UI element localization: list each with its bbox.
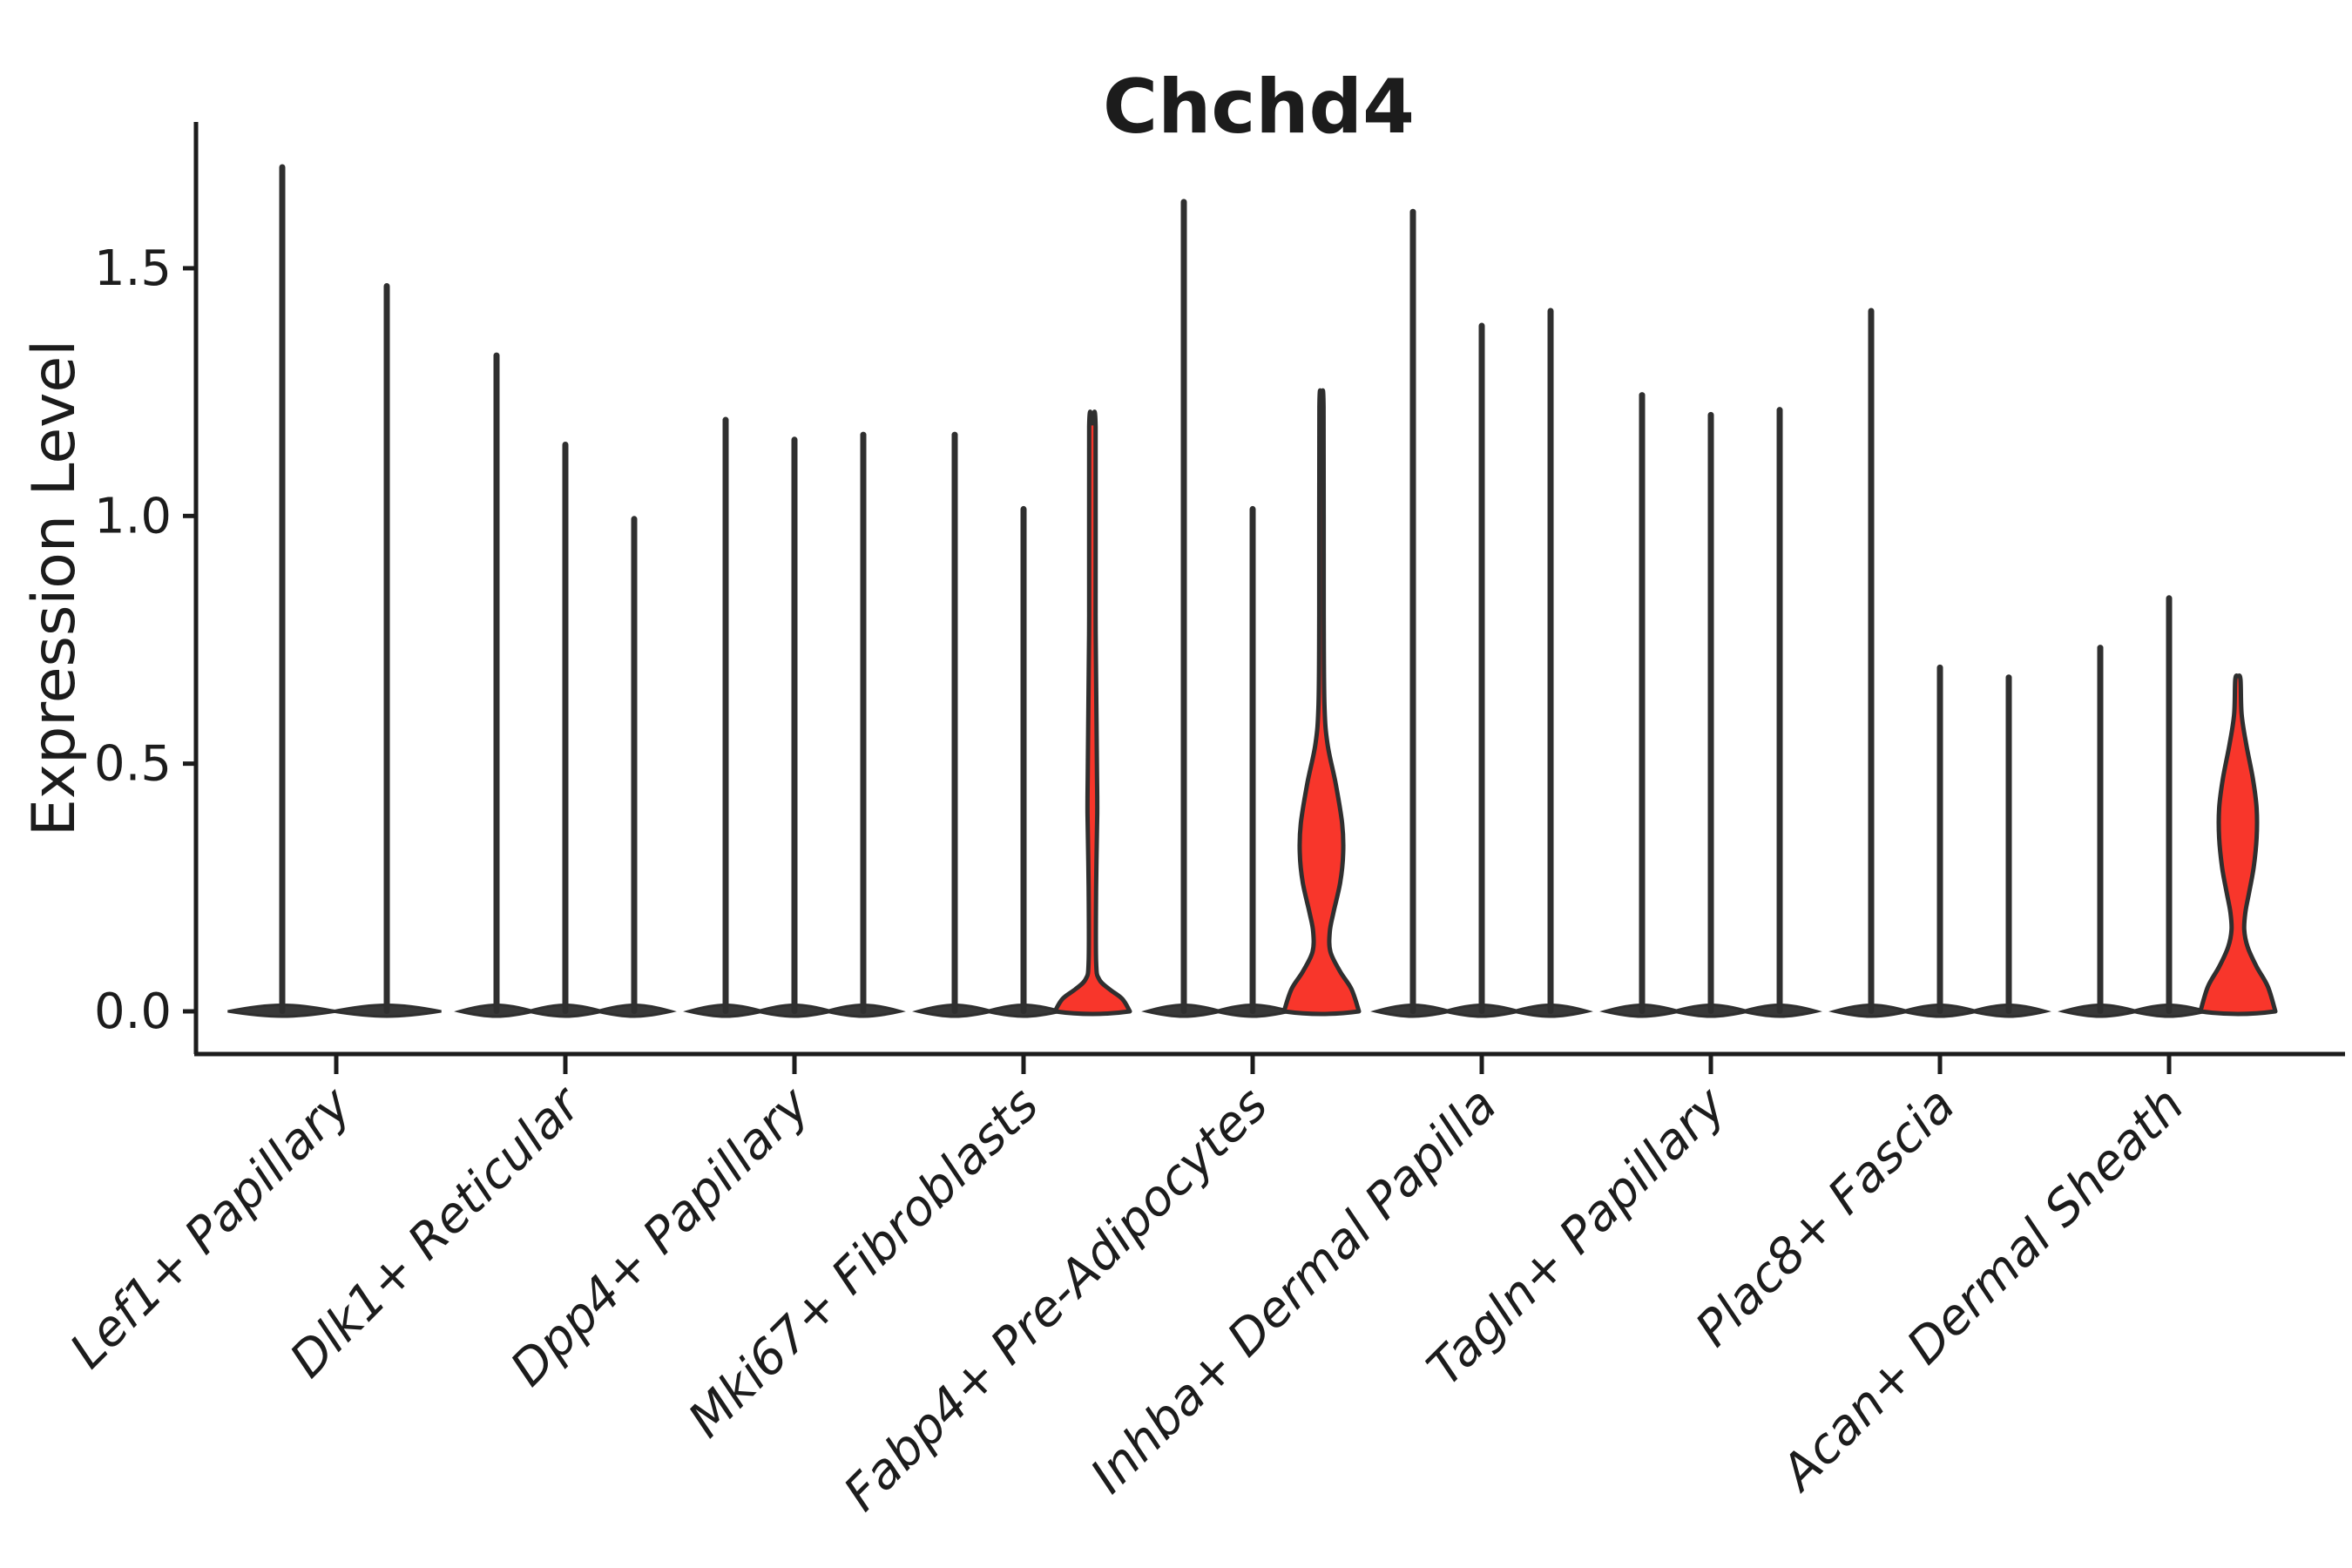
y-tick-label: 1.5: [94, 240, 172, 297]
violin-spike: [631, 516, 638, 1014]
violin-red-highlighted: [1281, 388, 1362, 1017]
violin-spike: [1180, 199, 1187, 1014]
violin-spike: [1936, 664, 1943, 1014]
violin-spike: [791, 436, 798, 1015]
x-tick-label: Fabp4+ Pre-Adipocytes: [834, 1077, 1279, 1522]
violin-spike: [2097, 645, 2104, 1014]
violin-spike: [951, 431, 958, 1015]
violin-spike: [1020, 505, 1027, 1014]
violin-spike: [1639, 392, 1646, 1014]
violin-spike: [1868, 308, 1875, 1014]
violin-spike: [2166, 595, 2173, 1014]
violin-spike: [1776, 407, 1783, 1014]
violin-spike: [562, 441, 569, 1014]
violin-spike: [1249, 505, 1256, 1014]
y-tick-label: 1.0: [94, 488, 172, 544]
violin-spike: [1478, 322, 1485, 1015]
violin-spike: [493, 352, 500, 1014]
x-tick-label: Acan+ Dermal Sheath: [1769, 1077, 2195, 1503]
violin-spike: [1409, 208, 1416, 1014]
violin-spike: [1707, 411, 1714, 1014]
violin-spike: [383, 283, 390, 1014]
x-tick-label: Inhba+ Dermal Papilla: [1080, 1077, 1508, 1504]
violin-red-highlighted: [1052, 409, 1132, 1017]
violin-spike: [2005, 674, 2012, 1014]
y-axis-label: Expression Level: [20, 340, 89, 836]
y-tick-label: 0.0: [94, 983, 172, 1040]
violin-spike: [722, 416, 729, 1014]
plot-title: Chchd4: [1103, 64, 1415, 151]
violin-red-highlighted: [2198, 672, 2278, 1017]
y-tick-label: 0.5: [94, 736, 172, 793]
violin-spike: [1547, 308, 1554, 1014]
violin-spike: [279, 164, 286, 1014]
violin-spike: [860, 431, 867, 1015]
